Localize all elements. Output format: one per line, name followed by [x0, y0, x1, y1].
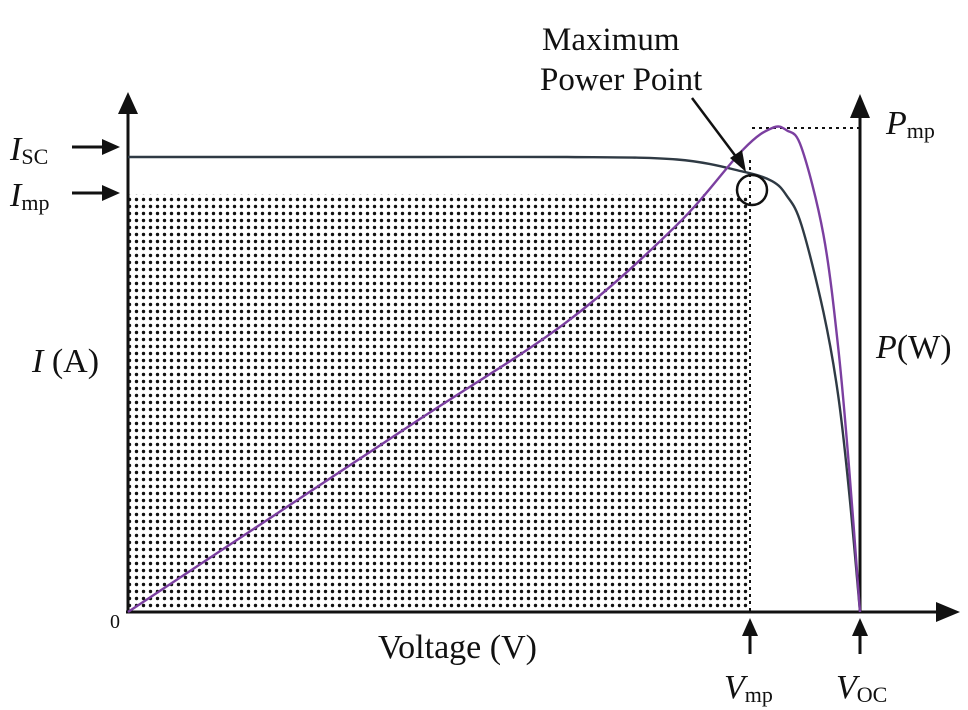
- voc-label: VOC: [836, 669, 887, 707]
- max-power-point-marker: [735, 173, 769, 207]
- vmp-arrow: [742, 618, 758, 654]
- power-axis-label: P(W): [875, 329, 952, 366]
- isc-label: ISC: [9, 131, 48, 169]
- current-axis-arrow: [118, 92, 138, 114]
- current-axis-label: I (A): [31, 343, 99, 380]
- pv-curve: [127, 125, 862, 614]
- isc-arrow: [72, 139, 120, 155]
- imp-arrow: [72, 185, 120, 201]
- power-axis-arrow: [850, 94, 870, 118]
- voc-arrow: [852, 618, 868, 654]
- axes: [118, 92, 960, 622]
- voltage-axis-arrow: [936, 602, 960, 622]
- pmp-label: Pmp: [885, 105, 935, 143]
- annotation-line1: Maximum: [542, 22, 680, 58]
- annotation-line2: Power Point: [540, 62, 702, 98]
- imp-label: Imp: [9, 177, 49, 215]
- voltage-axis-label: Voltage (V): [378, 629, 537, 666]
- guide-lines: [749, 127, 860, 612]
- origin-label: 0: [110, 611, 120, 633]
- vmp-label: Vmp: [724, 669, 773, 707]
- annotation-arrow: [691, 97, 746, 172]
- max-power-rectangle: [128, 194, 750, 610]
- iv-curve: [128, 155, 862, 613]
